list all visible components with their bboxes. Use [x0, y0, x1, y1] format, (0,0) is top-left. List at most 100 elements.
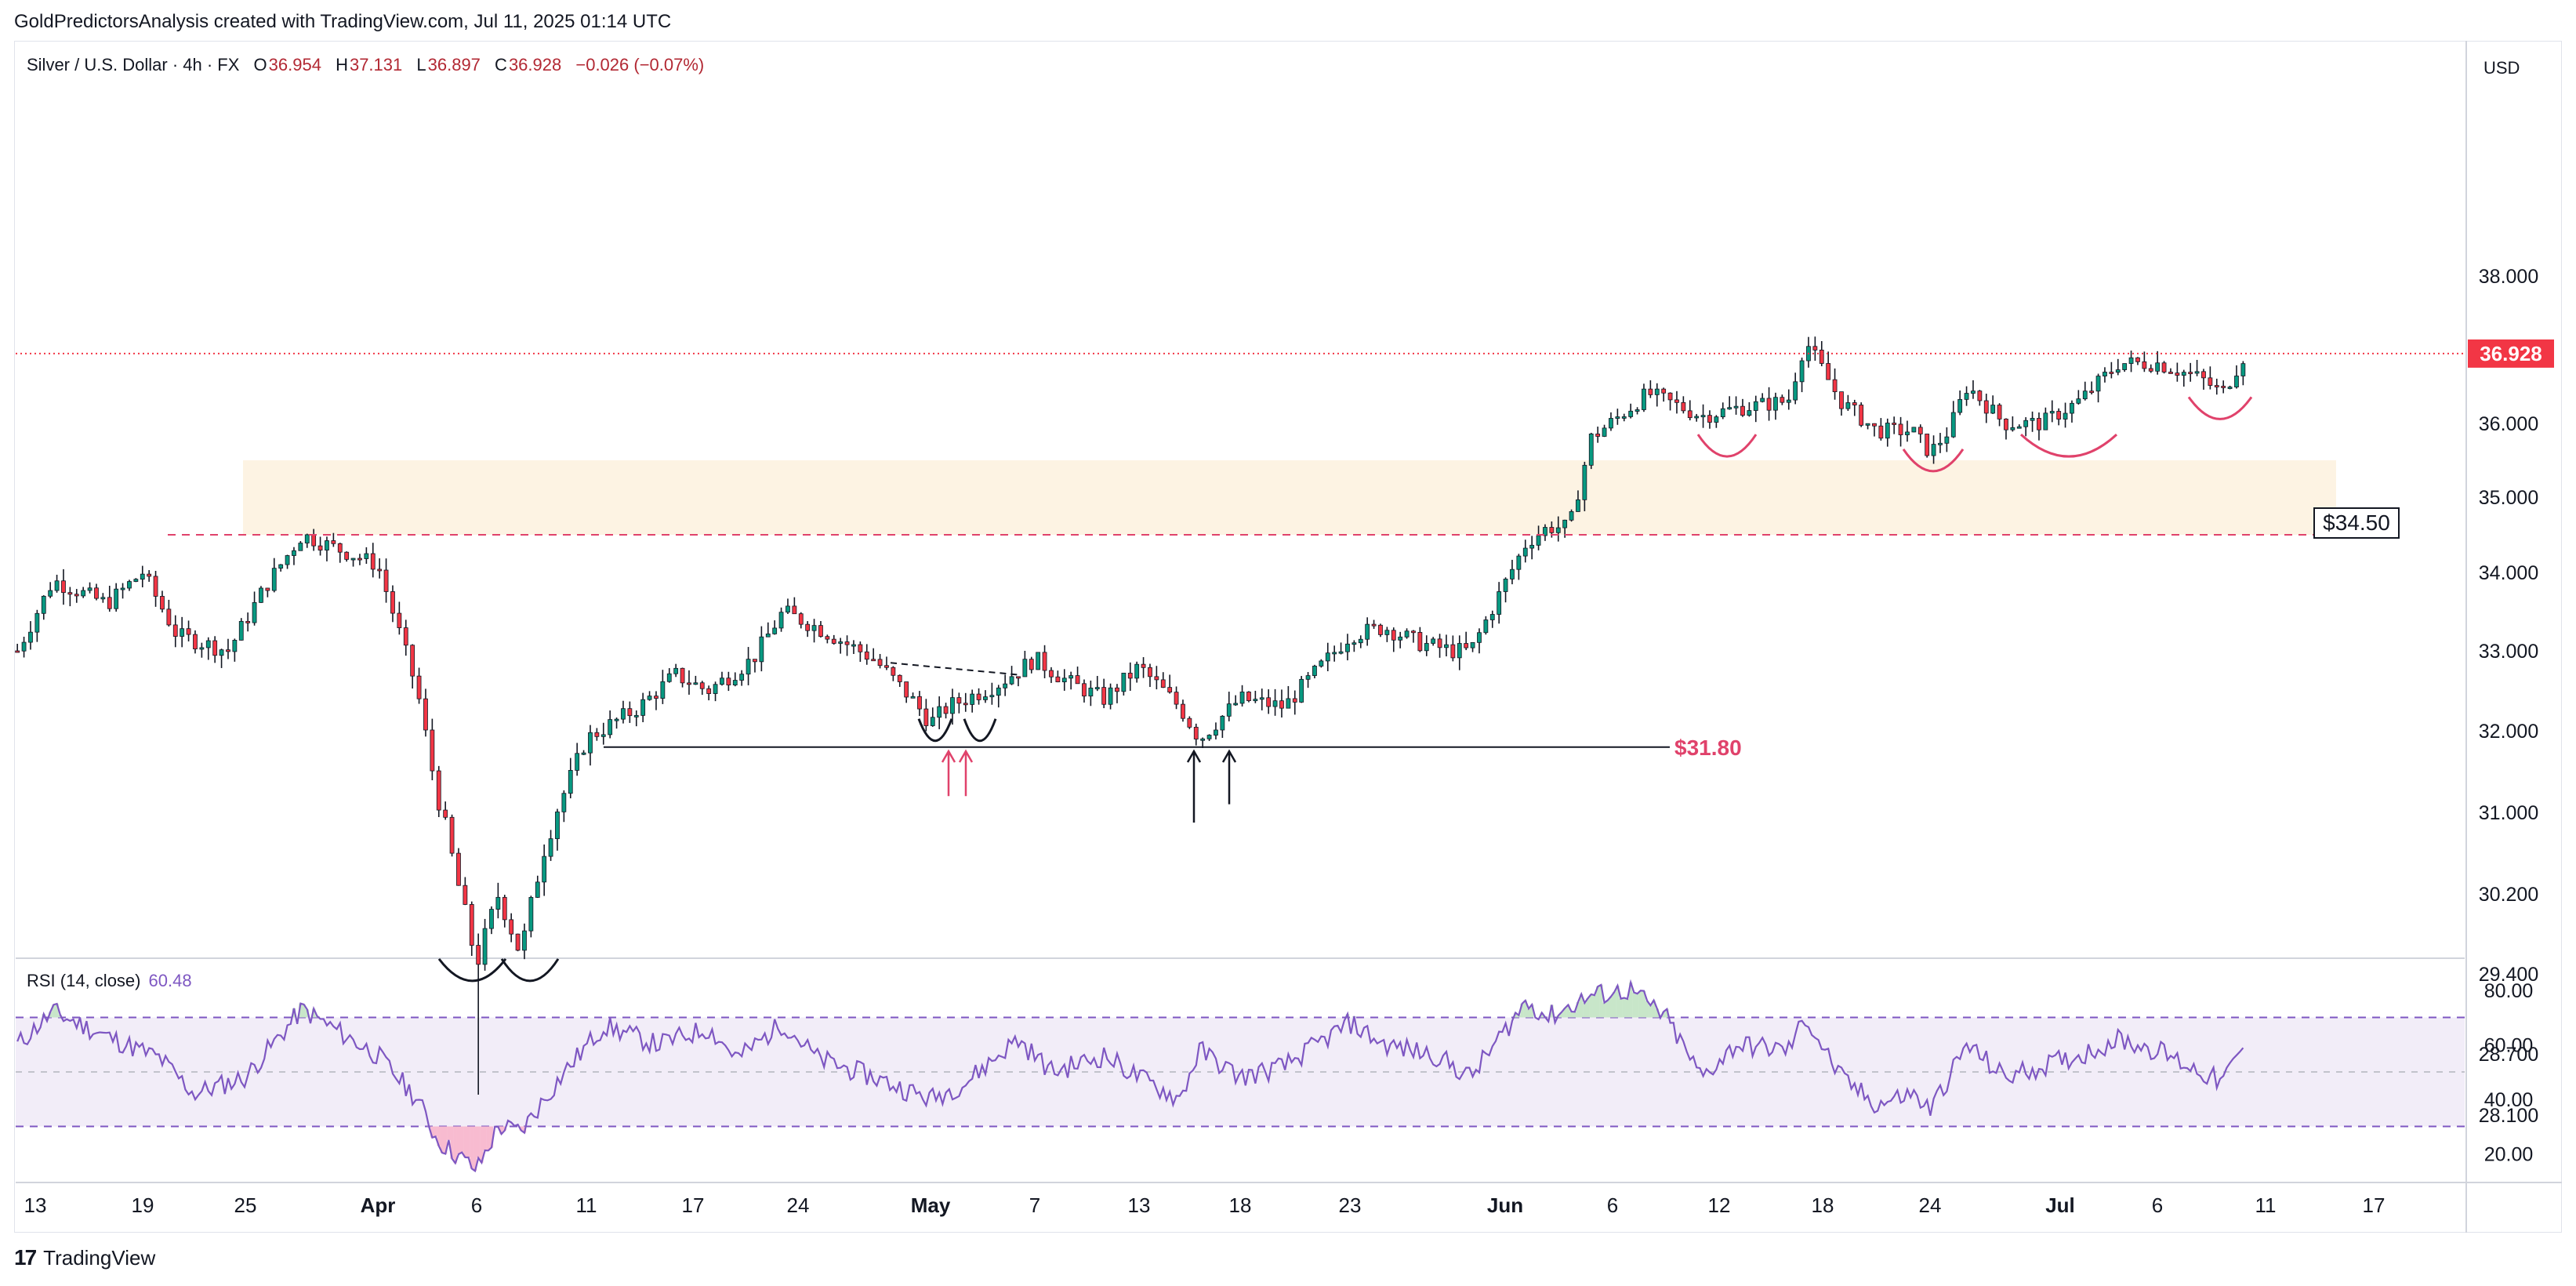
- x-tick-label: 17: [2363, 1193, 2386, 1217]
- candle-body: [2082, 391, 2088, 400]
- candle-body: [1141, 663, 1146, 668]
- candle-body: [1009, 676, 1014, 685]
- x-tick-label: 18: [1812, 1193, 1834, 1217]
- candle-body: [1055, 676, 1061, 683]
- candle-body: [1148, 667, 1152, 678]
- candle-body: [311, 534, 317, 547]
- candle-body: [252, 601, 257, 623]
- candle-body: [844, 641, 850, 645]
- candle-body: [811, 625, 817, 631]
- candle-body: [2181, 372, 2186, 376]
- candle-body: [2103, 372, 2107, 376]
- candle-body: [1029, 659, 1034, 670]
- candle-body: [910, 696, 916, 699]
- candle-body: [877, 659, 883, 667]
- candle-body: [1457, 643, 1462, 659]
- close-value: 36.928: [508, 55, 562, 74]
- candle-body: [443, 809, 448, 818]
- candle-body: [350, 558, 356, 561]
- candle-body: [693, 682, 698, 685]
- candle-body: [772, 627, 778, 634]
- candle-body: [1621, 416, 1627, 419]
- last-price-tag-label: 36.928: [2480, 342, 2542, 365]
- candle-body: [970, 693, 975, 705]
- candle-body: [463, 885, 468, 905]
- candle-body: [1049, 670, 1054, 678]
- candle-body: [449, 816, 455, 854]
- candle-body: [1187, 717, 1192, 728]
- candle-body: [219, 649, 224, 656]
- candle-body: [1819, 349, 1824, 364]
- candle-body: [1931, 444, 1936, 456]
- candle-body: [304, 534, 310, 543]
- candle-body: [1470, 641, 1475, 648]
- y-tick-label: 28.700: [2479, 1044, 2538, 1066]
- candle-body: [1424, 643, 1429, 652]
- candle-body: [1576, 499, 1580, 512]
- candle-body: [94, 587, 99, 599]
- resistance-zone: [243, 460, 2336, 535]
- candle-body: [785, 605, 790, 613]
- candle-body: [1319, 660, 1324, 667]
- candle-body: [430, 729, 435, 772]
- candle-body: [1378, 624, 1383, 635]
- candle-body: [15, 650, 20, 653]
- candle-body: [666, 673, 672, 682]
- candle-body: [2095, 376, 2101, 392]
- candle-body: [1707, 415, 1712, 423]
- candle-body: [1174, 692, 1179, 705]
- candle-body: [1957, 398, 1963, 413]
- candle-body: [1167, 687, 1173, 693]
- candle-body: [1661, 388, 1667, 394]
- candle-body: [1964, 393, 1969, 400]
- candle-body: [1121, 672, 1127, 692]
- candle-body: [41, 595, 46, 614]
- candle-body: [542, 856, 547, 883]
- candle-body: [1628, 410, 1634, 417]
- candle-body: [1753, 401, 1758, 411]
- candle-body: [74, 594, 79, 597]
- candle-body: [1160, 679, 1166, 688]
- up-arrow-black: [1186, 749, 1202, 823]
- candle-body: [2056, 411, 2062, 420]
- low-key: L: [416, 55, 426, 74]
- candle-body: [383, 569, 389, 592]
- candle-body: [1246, 692, 1251, 701]
- candle-body: [292, 550, 296, 556]
- candle-body: [1279, 700, 1284, 709]
- candle-body: [1022, 659, 1028, 678]
- double-bottom-arc: [437, 957, 507, 983]
- candle-body: [1286, 698, 1291, 709]
- candle-body: [1595, 433, 1601, 437]
- candle-body: [127, 581, 132, 589]
- candle-body: [28, 631, 33, 643]
- candle-body: [1272, 700, 1278, 707]
- candle-body: [482, 928, 488, 965]
- currency-label[interactable]: USD: [2483, 58, 2520, 78]
- candle-body: [1852, 402, 1857, 405]
- rsi-tick-label: 60.00: [2484, 1034, 2534, 1056]
- close-key: C: [495, 55, 507, 74]
- low-value: 36.897: [427, 55, 481, 74]
- candle-body: [245, 620, 251, 623]
- candle-body: [633, 714, 639, 717]
- candle-body: [456, 852, 461, 886]
- candle-body: [1115, 687, 1119, 692]
- y-tick-label: 29.400: [2479, 964, 2538, 986]
- candle-body: [1094, 687, 1100, 689]
- candle-body: [436, 770, 441, 811]
- candle-body: [509, 919, 514, 935]
- candle-body: [265, 587, 270, 591]
- candle-body: [1431, 638, 1436, 644]
- candle-body: [746, 659, 751, 675]
- candle-body: [864, 651, 869, 660]
- candle-body: [1543, 527, 1547, 536]
- candle-body: [489, 909, 494, 929]
- x-tick-label: 25: [234, 1193, 257, 1217]
- x-tick-label: Jul: [2045, 1193, 2075, 1217]
- tradingview-logo[interactable]: 17 TradingView: [14, 1245, 155, 1270]
- candle-body: [1892, 423, 1897, 425]
- x-tick-label: Jun: [1487, 1193, 1523, 1217]
- candle-body: [357, 558, 362, 561]
